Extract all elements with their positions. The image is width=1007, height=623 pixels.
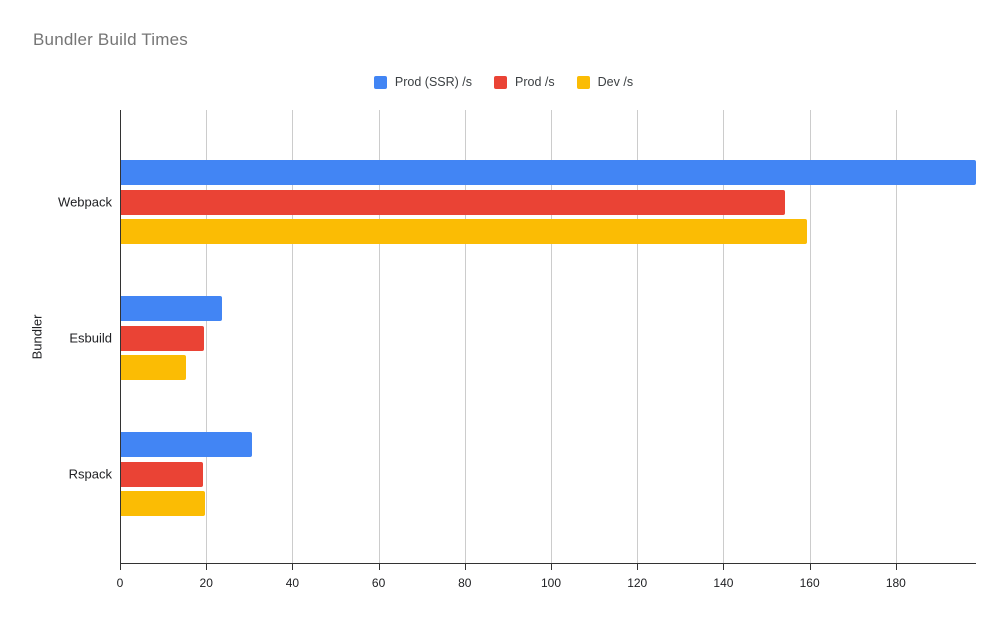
legend-item-label: Dev /s <box>597 75 634 89</box>
y-axis-title: Bundler <box>29 314 45 360</box>
bar[interactable] <box>121 355 186 380</box>
x-tick-label: 80 <box>458 576 472 590</box>
legend-swatch-icon <box>373 75 387 89</box>
legend-swatch-icon <box>494 75 508 89</box>
x-tick-label: 140 <box>713 576 734 590</box>
legend-item-label: Prod /s <box>515 75 555 89</box>
gridline <box>378 110 380 563</box>
bar[interactable] <box>121 189 786 215</box>
bar[interactable] <box>121 432 253 457</box>
category-label: Rspack <box>68 466 112 482</box>
x-tick-mark <box>551 563 553 570</box>
x-tick-mark <box>637 563 639 570</box>
gridline <box>464 110 466 563</box>
x-tick-mark <box>292 563 294 570</box>
gridline <box>809 110 811 563</box>
x-tick-label: 100 <box>541 576 562 590</box>
bar[interactable] <box>121 461 203 487</box>
legend-swatch-icon <box>576 75 590 89</box>
bar[interactable] <box>121 219 808 244</box>
x-axis-line <box>120 563 976 564</box>
x-tick-mark <box>206 563 208 570</box>
y-axis-line <box>120 110 121 563</box>
gridline <box>723 110 725 563</box>
gridline <box>551 110 553 563</box>
gridline <box>292 110 294 563</box>
x-tick-mark <box>378 563 380 570</box>
gridline <box>206 110 208 563</box>
x-tick-mark <box>120 563 121 570</box>
x-tick-label: 40 <box>285 576 300 590</box>
x-tick-mark <box>809 563 811 570</box>
legend-item[interactable]: Dev /s <box>576 75 634 89</box>
x-tick-label: 60 <box>371 576 386 590</box>
x-tick-label: 20 <box>199 576 213 590</box>
category-label: Esbuild <box>69 330 112 346</box>
x-tick-label: 120 <box>627 576 648 590</box>
x-tick-label: 160 <box>799 576 820 590</box>
category-label: Webpack <box>58 194 112 210</box>
bar[interactable] <box>121 491 205 516</box>
legend: Prod (SSR) /s Prod /s Dev /s <box>0 70 1007 94</box>
bar[interactable] <box>121 160 976 185</box>
x-tick-mark <box>895 563 897 570</box>
x-tick-label: 0 <box>116 576 124 590</box>
bar[interactable] <box>121 296 222 321</box>
bar[interactable] <box>121 325 205 351</box>
legend-item[interactable]: Prod /s <box>494 75 555 89</box>
chart-title: Bundler Build Times <box>33 30 188 49</box>
legend-item-label: Prod (SSR) /s <box>394 75 473 89</box>
legend-item[interactable]: Prod (SSR) /s <box>373 75 473 89</box>
gridline <box>637 110 639 563</box>
x-tick-mark <box>464 563 466 570</box>
gridline <box>895 110 897 563</box>
x-tick-mark <box>723 563 725 570</box>
x-tick-label: 180 <box>885 576 906 590</box>
